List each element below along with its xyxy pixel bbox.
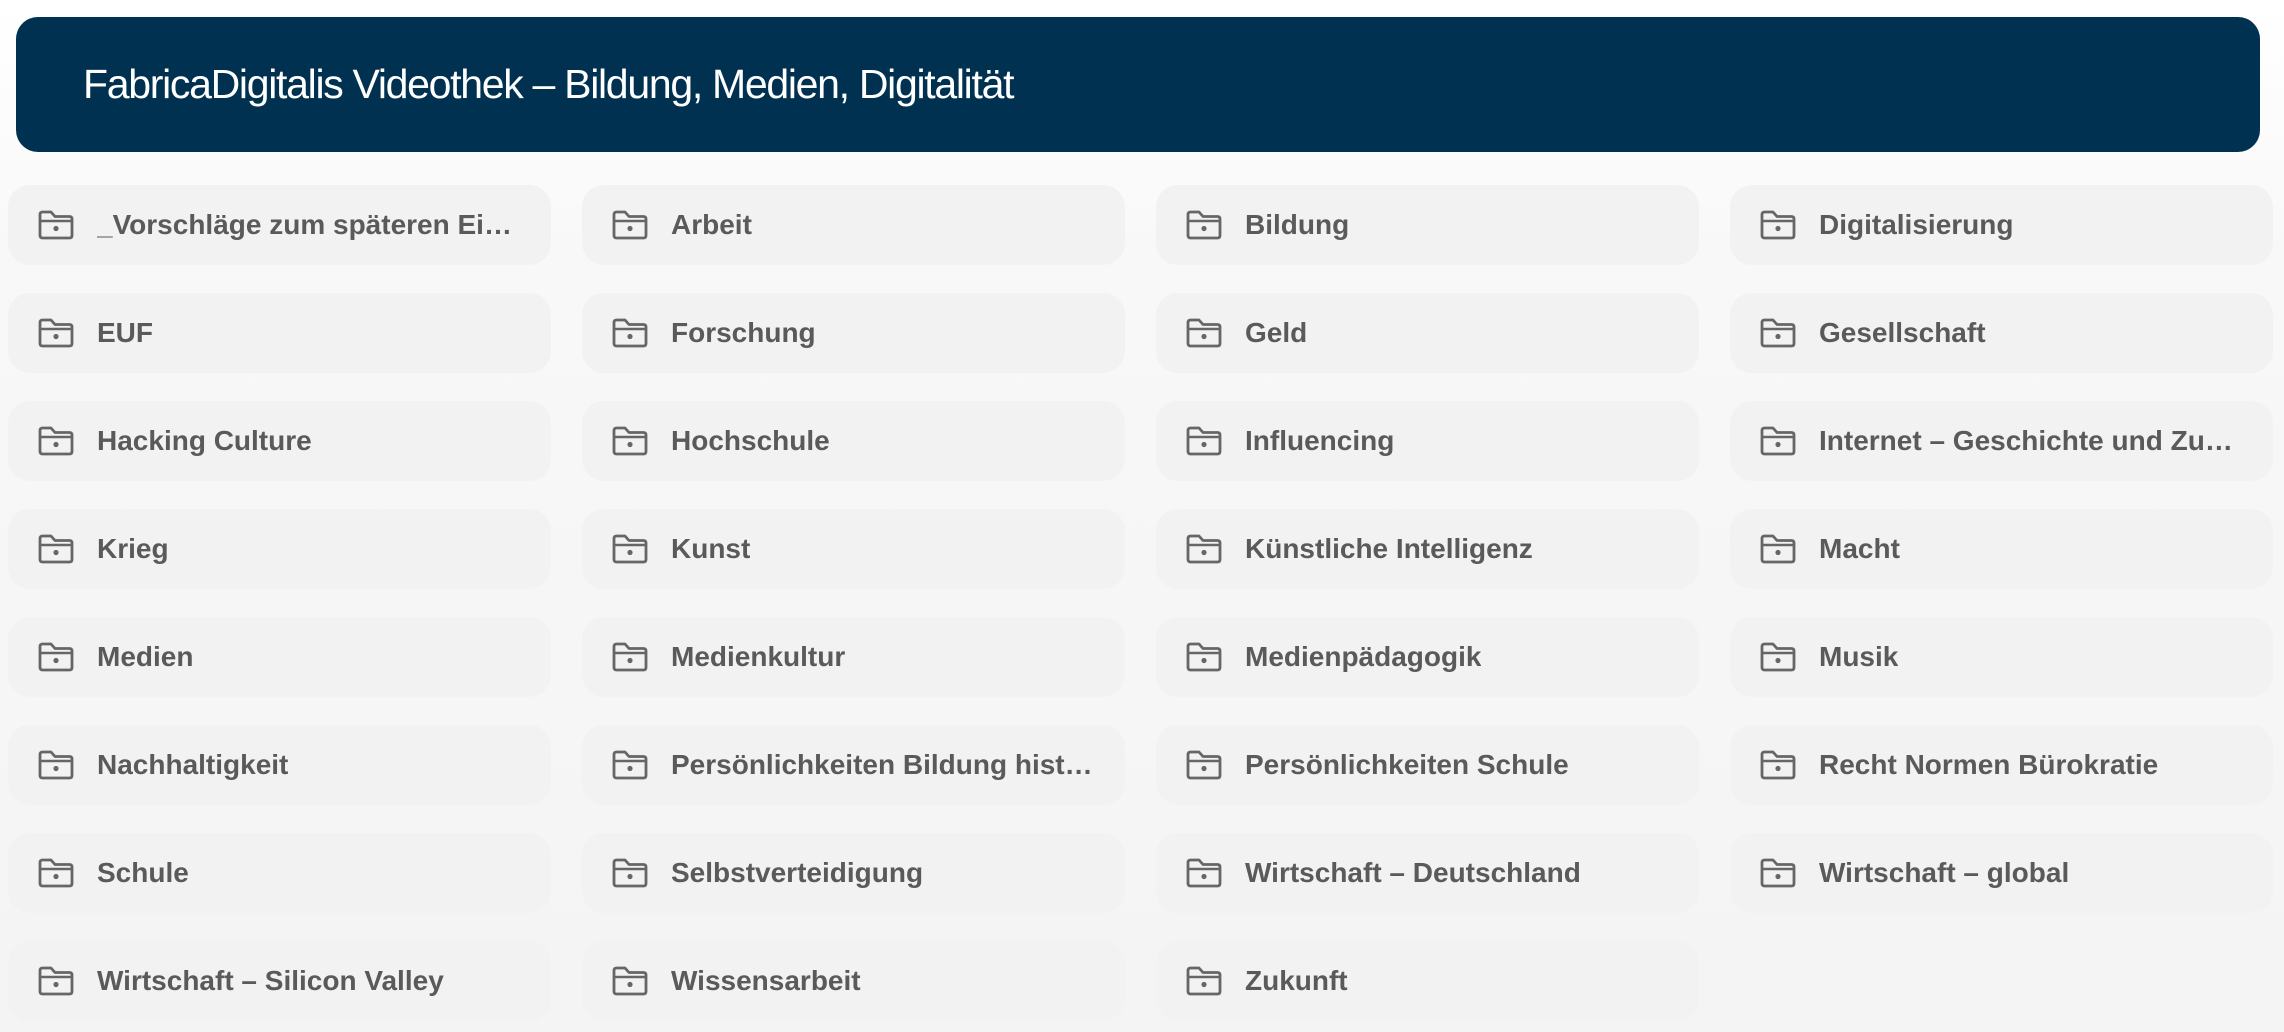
folder-label: Hochschule [671, 425, 830, 456]
folder-icon [1760, 318, 1796, 348]
folder-card[interactable]: Hacking Culture [8, 401, 551, 481]
folder-card[interactable]: Zukunft [1156, 941, 1699, 1021]
folder-icon [38, 966, 74, 996]
folder-card[interactable]: Künstliche Intelligenz [1156, 509, 1699, 589]
folder-icon [612, 966, 648, 996]
folder-card[interactable]: EUF [8, 293, 551, 373]
folder-label: Krieg [97, 533, 169, 564]
folder-icon [1186, 966, 1222, 996]
folder-icon [1186, 642, 1222, 672]
folder-label: Geld [1245, 317, 1308, 348]
folder-card[interactable]: Bildung [1156, 185, 1699, 265]
folder-icon [1186, 426, 1222, 456]
folder-icon [38, 318, 74, 348]
folder-label: Wirtschaft – Deutschland [1245, 857, 1581, 888]
folder-icon [38, 210, 74, 240]
folder-icon [1186, 210, 1222, 240]
folder-icon [1186, 858, 1222, 888]
folder-label: Wirtschaft – Silicon Valley [97, 965, 444, 996]
folder-card[interactable]: Kunst [582, 509, 1125, 589]
folder-icon [1760, 642, 1796, 672]
folder-card[interactable]: Medien [8, 617, 551, 697]
folder-label: Wissensarbeit [671, 965, 861, 996]
folder-card[interactable]: Nachhaltigkeit [8, 725, 551, 805]
folder-label: EUF [97, 317, 153, 348]
folder-icon [612, 210, 648, 240]
folder-card[interactable]: Recht Normen Bürokratie [1730, 725, 2273, 805]
folder-label: Medienkultur [671, 641, 846, 672]
folder-card[interactable]: Internet – Geschichte und Zukunft [1730, 401, 2273, 481]
folder-icon [1186, 318, 1222, 348]
folder-icon [1760, 534, 1796, 564]
folder-card[interactable]: Hochschule [582, 401, 1125, 481]
folder-card[interactable]: _Vorschläge zum späteren Einsortieren [8, 185, 551, 265]
folder-card[interactable]: Forschung [582, 293, 1125, 373]
folder-label: Influencing [1245, 425, 1395, 456]
folder-card[interactable]: Schule [8, 833, 551, 913]
folder-icon [1760, 858, 1796, 888]
folder-label: _Vorschläge zum späteren Einsortieren [97, 209, 521, 240]
folder-label: Medien [97, 641, 194, 672]
folder-grid: _Vorschläge zum späteren Einsortieren Ar… [8, 185, 2273, 1021]
folder-icon [38, 858, 74, 888]
folder-label: Schule [97, 857, 189, 888]
folder-card[interactable]: Wirtschaft – Silicon Valley [8, 941, 551, 1021]
folder-icon [1760, 426, 1796, 456]
folder-card[interactable]: Medienkultur [582, 617, 1125, 697]
folder-label: Hacking Culture [97, 425, 312, 456]
folder-card[interactable]: Digitalisierung [1730, 185, 2273, 265]
folder-label: Wirtschaft – global [1819, 857, 2070, 888]
folder-icon [1186, 534, 1222, 564]
folder-label: Persönlichkeiten Schule [1245, 749, 1569, 780]
folder-card[interactable]: Geld [1156, 293, 1699, 373]
folder-label: Kunst [671, 533, 751, 564]
folder-label: Persönlichkeiten Bildung historisch [671, 749, 1095, 780]
folder-icon [1186, 750, 1222, 780]
page-title: FabricaDigitalis Videothek – Bildung, Me… [83, 61, 1014, 107]
folder-icon [612, 750, 648, 780]
folder-label: Zukunft [1245, 965, 1348, 996]
folder-icon [38, 534, 74, 564]
folder-label: Recht Normen Bürokratie [1819, 749, 2159, 780]
folder-card[interactable]: Gesellschaft [1730, 293, 2273, 373]
folder-icon [38, 750, 74, 780]
folder-card[interactable]: Influencing [1156, 401, 1699, 481]
folder-label: Forschung [671, 317, 816, 348]
folder-label: Künstliche Intelligenz [1245, 533, 1533, 564]
folder-card[interactable]: Selbstverteidigung [582, 833, 1125, 913]
folder-icon [612, 426, 648, 456]
folder-card[interactable]: Musik [1730, 617, 2273, 697]
folder-label: Musik [1819, 641, 1899, 672]
folder-label: Digitalisierung [1819, 209, 2014, 240]
folder-card[interactable]: Persönlichkeiten Schule [1156, 725, 1699, 805]
folder-icon [1760, 750, 1796, 780]
folder-label: Medienpädagogik [1245, 641, 1482, 672]
folder-icon [38, 426, 74, 456]
folder-card[interactable]: Persönlichkeiten Bildung historisch [582, 725, 1125, 805]
folder-label: Selbstverteidigung [671, 857, 924, 888]
folder-icon [612, 318, 648, 348]
folder-label: Internet – Geschichte und Zukunft [1819, 425, 2243, 456]
folder-card[interactable]: Wissensarbeit [582, 941, 1125, 1021]
folder-label: Macht [1819, 533, 1900, 564]
folder-card[interactable]: Wirtschaft – global [1730, 833, 2273, 913]
folder-label: Nachhaltigkeit [97, 749, 289, 780]
folder-card[interactable]: Arbeit [582, 185, 1125, 265]
folder-icon [612, 858, 648, 888]
folder-label: Arbeit [671, 209, 752, 240]
folder-card[interactable]: Wirtschaft – Deutschland [1156, 833, 1699, 913]
page-header: FabricaDigitalis Videothek – Bildung, Me… [16, 17, 2260, 152]
folder-card[interactable]: Macht [1730, 509, 2273, 589]
folder-card[interactable]: Medienpädagogik [1156, 617, 1699, 697]
folder-icon [38, 642, 74, 672]
folder-label: Bildung [1245, 209, 1350, 240]
folder-icon [1760, 210, 1796, 240]
folder-icon [612, 534, 648, 564]
folder-icon [612, 642, 648, 672]
folder-label: Gesellschaft [1819, 317, 1986, 348]
folder-card[interactable]: Krieg [8, 509, 551, 589]
